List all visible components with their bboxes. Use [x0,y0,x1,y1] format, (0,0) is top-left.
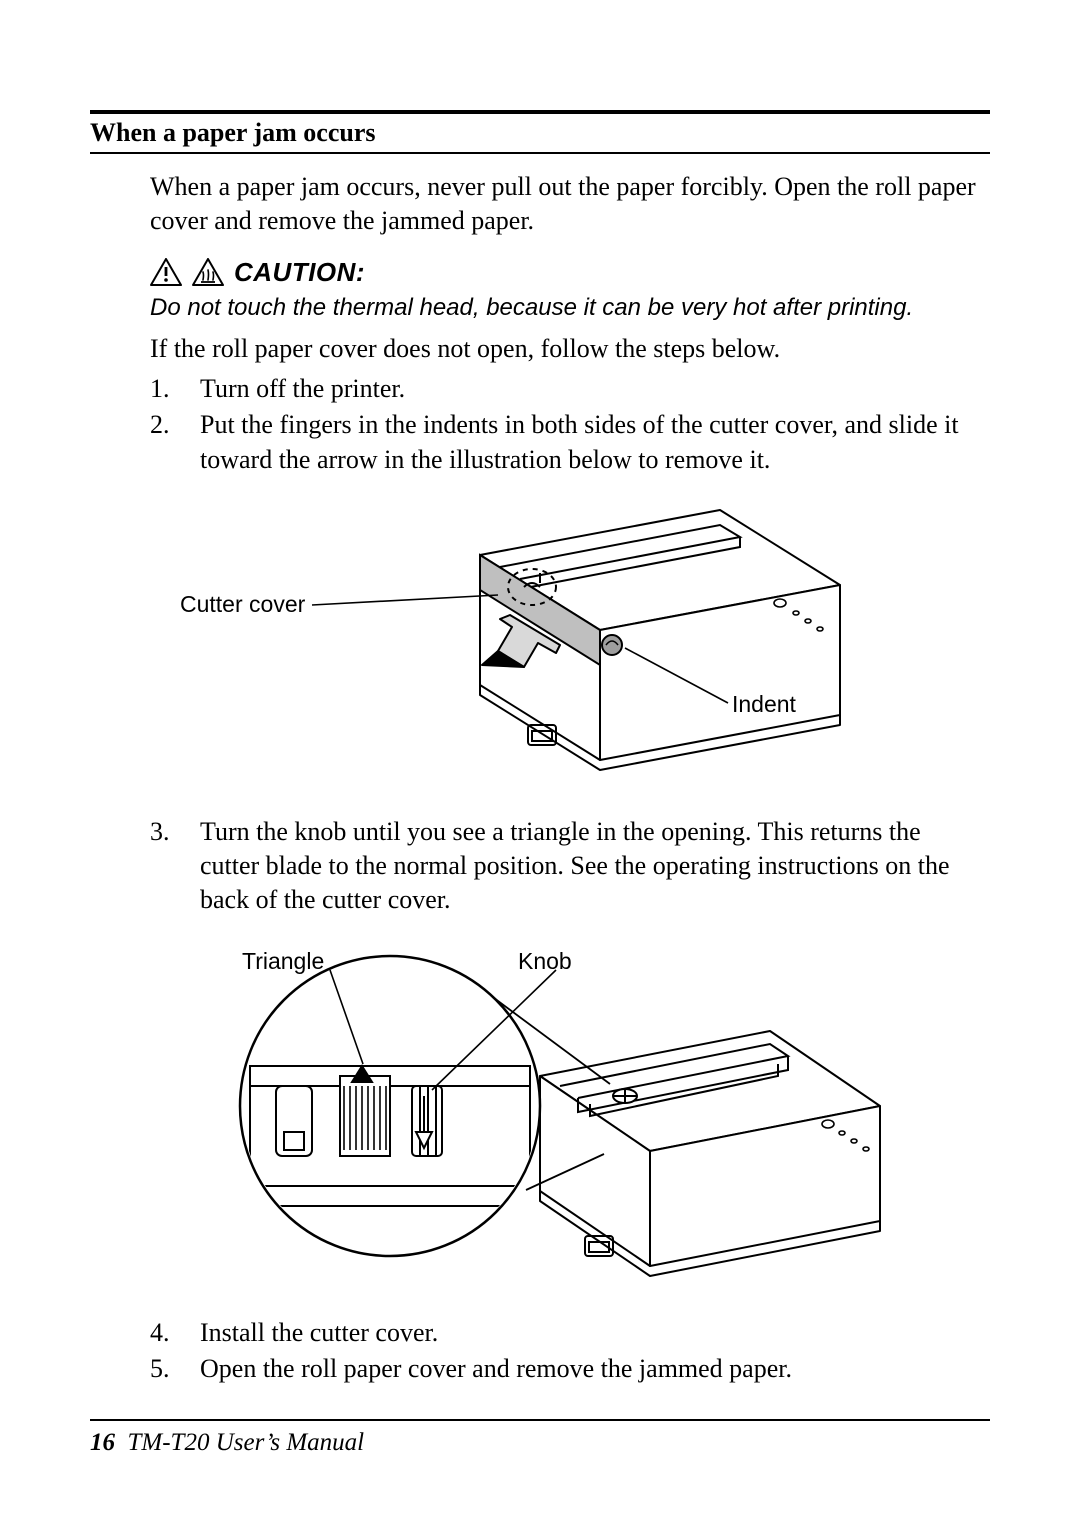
steps-list-a: 1.Turn off the printer. 2.Put the finger… [150,372,980,477]
intro-paragraph: When a paper jam occurs, never pull out … [150,170,980,239]
figure-cutter-svg [180,495,900,795]
label-cutter-cover: Cutter cover [180,591,305,618]
manual-page: When a paper jam occurs When a paper jam… [0,0,1080,1527]
label-triangle: Triangle [242,948,324,975]
figure-cutter: Cutter cover Indent [180,495,900,795]
figure-knob-svg [180,936,900,1296]
step-4-text: Install the cutter cover. [200,1316,980,1350]
warning-icon [150,258,182,286]
manual-title: TM-T20 User’s Manual [128,1429,365,1456]
caution-label: CAUTION: [234,257,365,288]
section-header: When a paper jam occurs [90,110,990,154]
caution-text: Do not touch the thermal head, because i… [150,292,980,323]
step-5: 5.Open the roll paper cover and remove t… [150,1352,980,1386]
hot-surface-icon [192,258,224,286]
label-knob: Knob [518,948,572,975]
step-5-text: Open the roll paper cover and remove the… [200,1352,980,1386]
body: When a paper jam occurs, never pull out … [90,170,990,1386]
steps-list-b: 4.Install the cutter cover. 5.Open the r… [150,1316,980,1387]
step-3-text: Turn the knob until you see a triangle i… [200,815,980,918]
step-1-text: Turn off the printer. [200,372,980,406]
rule-top [90,110,990,114]
step-3: 3.Turn the knob until you see a triangle… [150,815,980,918]
caution-row: CAUTION: [150,257,980,288]
steps-list-3: 3.Turn the knob until you see a triangle… [150,815,980,918]
step-1: 1.Turn off the printer. [150,372,980,406]
page-footer: 16 TM-T20 User’s Manual [90,1419,990,1457]
label-indent: Indent [732,691,796,718]
step-4: 4.Install the cutter cover. [150,1316,980,1350]
page-number: 16 [90,1429,115,1456]
footer-text: 16 TM-T20 User’s Manual [90,1429,990,1457]
section-title: When a paper jam occurs [90,116,990,152]
step-2: 2.Put the fingers in the indents in both… [150,408,980,477]
footer-rule [90,1419,990,1421]
followup-text: If the roll paper cover does not open, f… [150,331,980,366]
figure-knob: Triangle Knob [180,936,900,1296]
rule-under-title [90,152,990,154]
step-2-text: Put the fingers in the indents in both s… [200,408,980,477]
